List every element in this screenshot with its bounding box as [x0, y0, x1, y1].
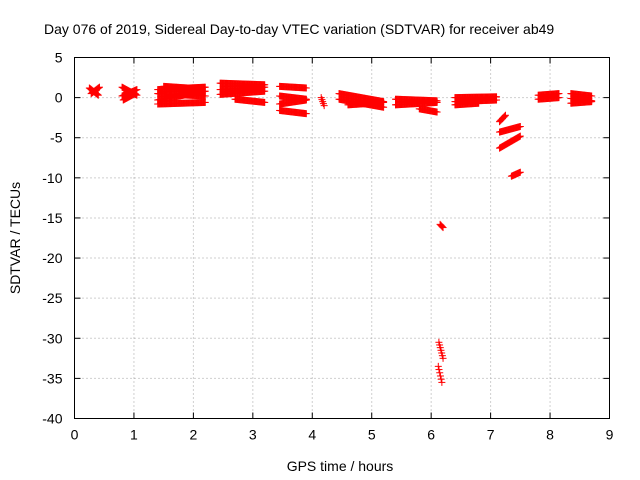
- data-point: [516, 122, 524, 130]
- x-tick-label: 0: [71, 427, 79, 443]
- data-point: [195, 85, 203, 93]
- data-point: [261, 87, 269, 95]
- x-tick-label: 2: [189, 427, 197, 443]
- data-point: [588, 98, 596, 106]
- data-point: [501, 111, 509, 119]
- data-point: [555, 94, 563, 102]
- data-point: [201, 98, 209, 106]
- data-point: [95, 83, 103, 91]
- y-tick-label: -35: [42, 370, 62, 386]
- data-point: [493, 96, 501, 104]
- x-tick-label: 6: [427, 427, 435, 443]
- data-point: [94, 91, 102, 99]
- data-point: [320, 102, 328, 110]
- y-tick-label: 5: [55, 50, 63, 66]
- x-tick-label: 3: [249, 427, 257, 443]
- data-point: [434, 362, 442, 370]
- data-point: [438, 223, 446, 231]
- y-tick-label: -5: [50, 130, 63, 146]
- data-point: [501, 112, 509, 120]
- y-tick-label: -10: [42, 170, 62, 186]
- data-point: [131, 90, 139, 98]
- data-point: [94, 84, 102, 92]
- y-tick-label: -25: [42, 290, 62, 306]
- y-tick-label: -20: [42, 250, 62, 266]
- chart-title: Day 076 of 2019, Sidereal Day-to-day VTE…: [44, 21, 554, 37]
- data-point: [439, 224, 447, 232]
- data-point: [437, 375, 445, 383]
- x-tick-label: 4: [308, 427, 316, 443]
- data-point: [95, 84, 103, 92]
- data-point: [516, 132, 524, 140]
- data-point: [436, 369, 444, 377]
- data-point: [516, 168, 524, 176]
- x-tick-label: 1: [130, 427, 138, 443]
- plot-frame: [74, 57, 610, 419]
- data-point: [433, 98, 441, 106]
- y-tick-label: 0: [55, 90, 63, 106]
- x-axis-title: GPS time / hours: [287, 458, 394, 474]
- data-point: [438, 222, 446, 230]
- data-points: [85, 79, 596, 386]
- x-tick-label: 7: [487, 427, 495, 443]
- data-point: [302, 110, 310, 118]
- x-tick-label: 9: [606, 427, 614, 443]
- grid: [74, 57, 610, 419]
- data-point: [436, 372, 444, 380]
- data-point: [433, 108, 441, 116]
- x-tick-labels: 0 1 2 3 4 5 6 7 8 9: [71, 427, 614, 443]
- data-point: [500, 113, 508, 121]
- x-tick-label: 8: [546, 427, 554, 443]
- y-axis-title: SDTVAR / TECUs: [7, 182, 23, 294]
- data-point: [475, 99, 483, 107]
- y-tick-labels: 5 0 -5 -10 -15 -20 -25 -30 -35 -40: [42, 50, 62, 427]
- data-point: [302, 84, 310, 92]
- data-point: [201, 87, 209, 95]
- data-point: [302, 96, 310, 104]
- data-point: [94, 91, 102, 99]
- data-point: [435, 366, 443, 374]
- y-tick-label: -30: [42, 330, 62, 346]
- x-tick-label: 5: [368, 427, 376, 443]
- data-point: [133, 86, 141, 94]
- data-point: [439, 354, 447, 362]
- data-point: [438, 378, 446, 386]
- y-tick-label: -40: [42, 411, 62, 427]
- data-point: [261, 98, 269, 106]
- data-point: [380, 98, 388, 106]
- y-tick-label: -15: [42, 210, 62, 226]
- axis-ticks: [74, 57, 610, 419]
